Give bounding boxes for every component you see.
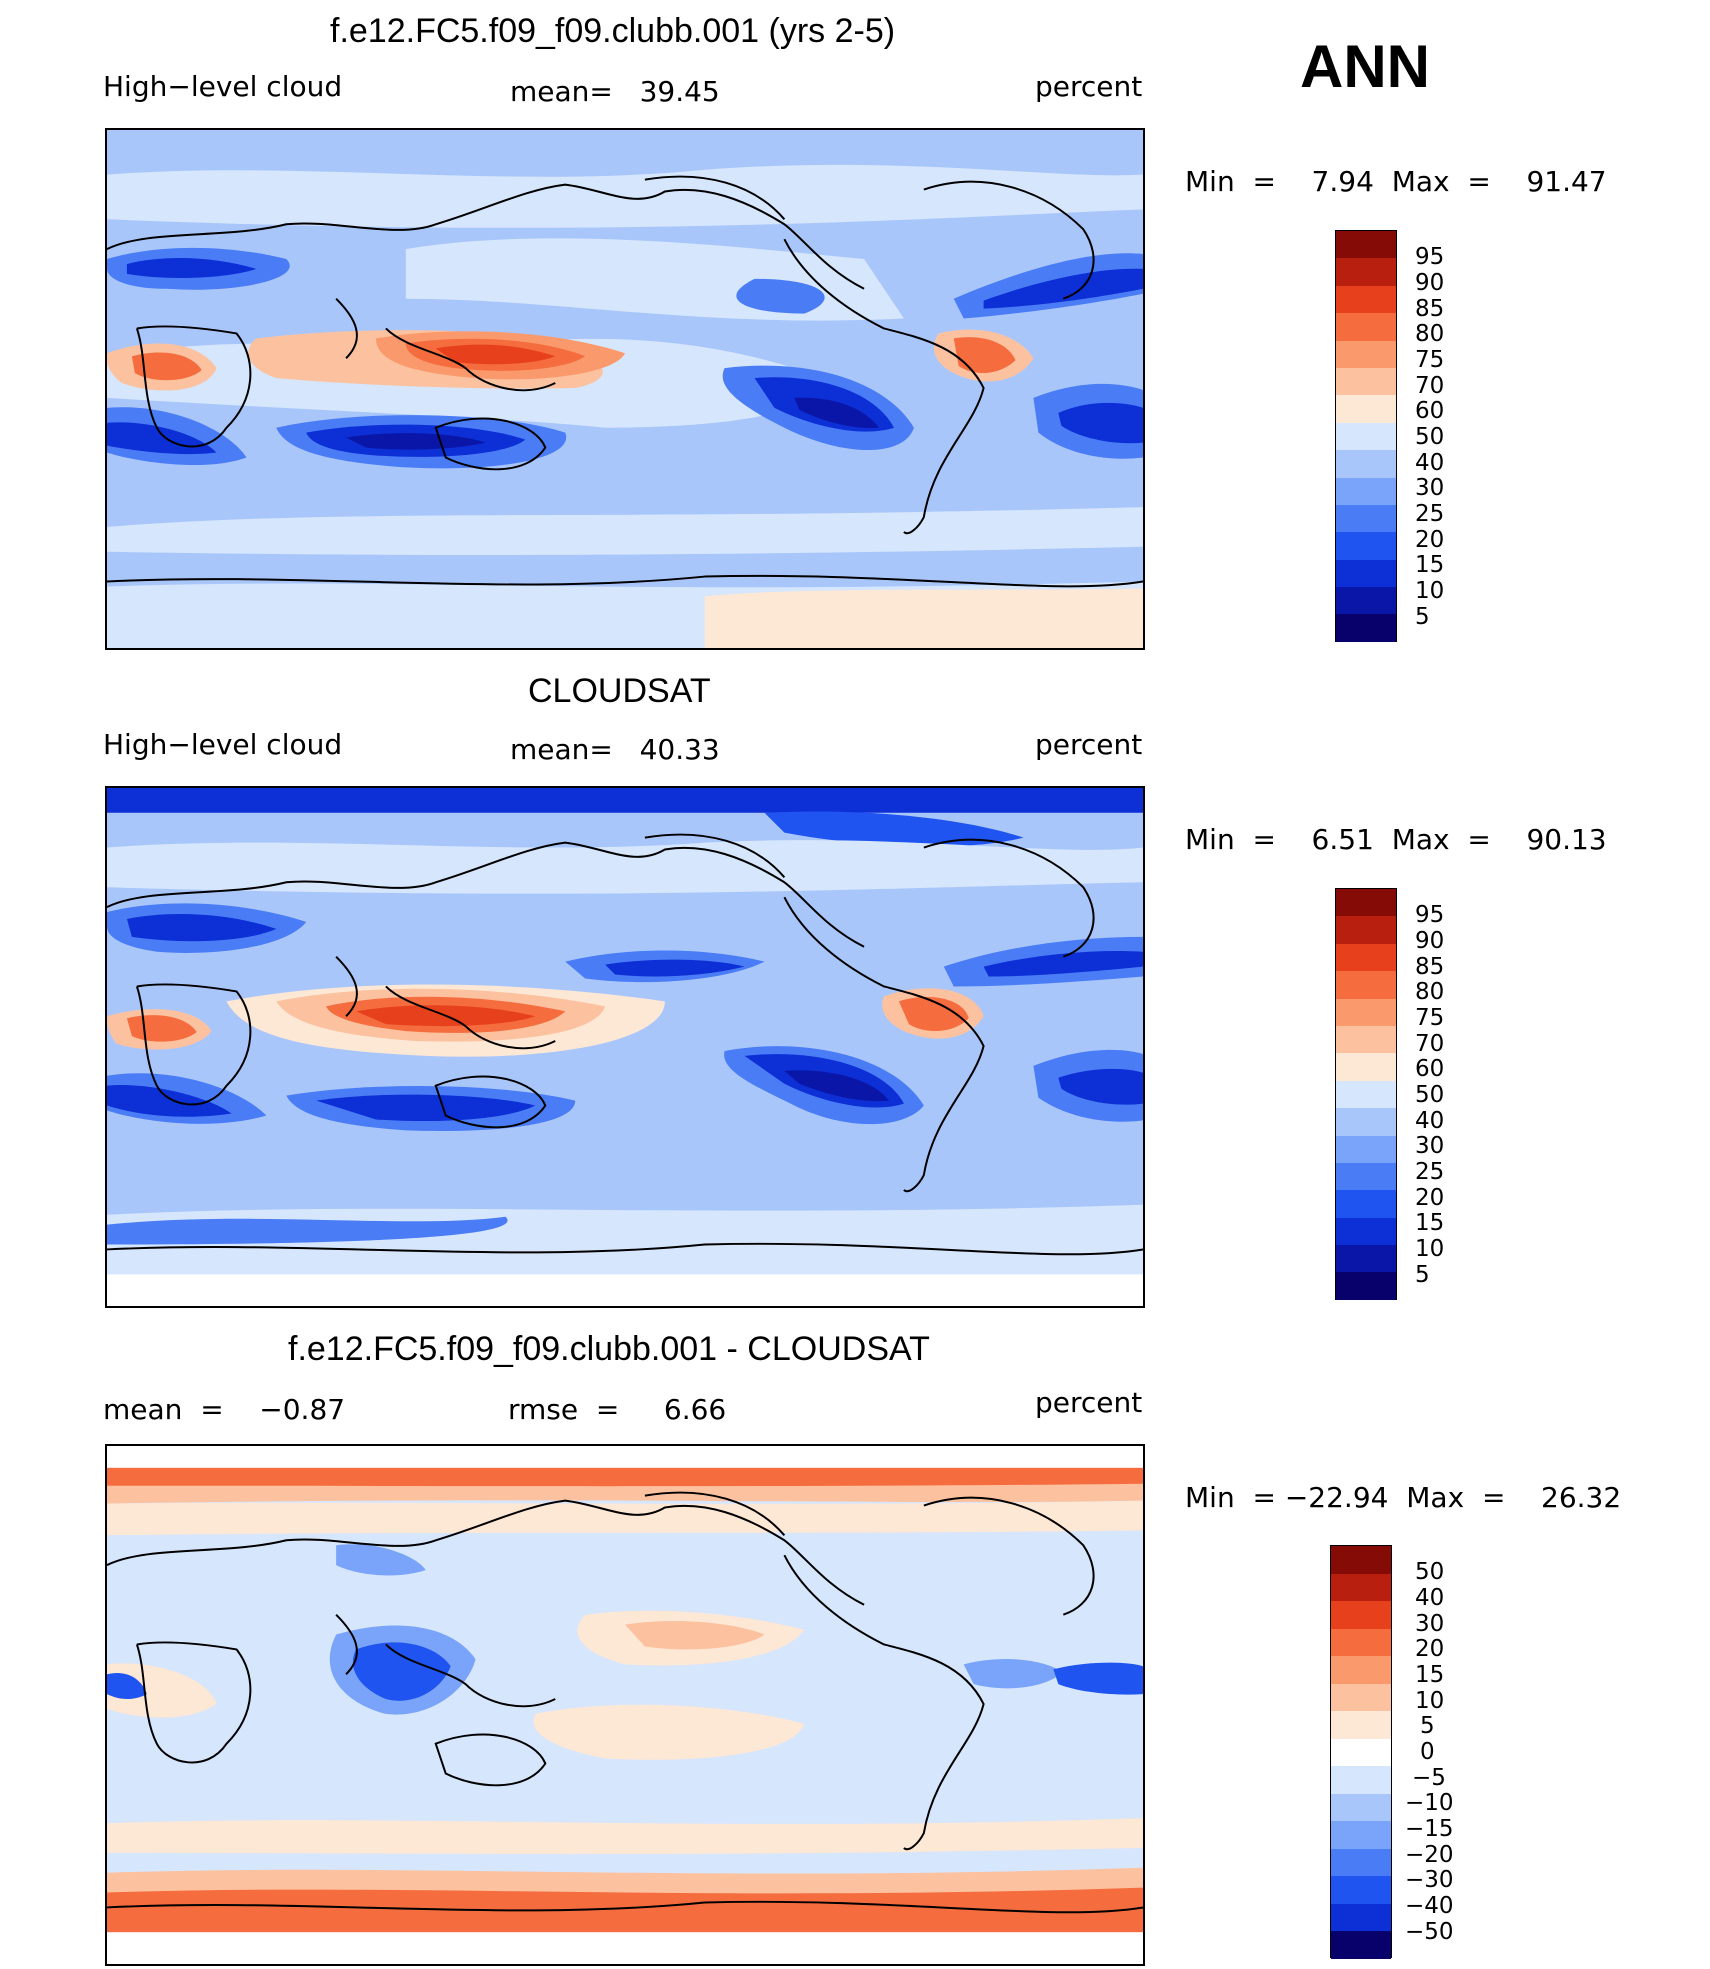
colorbar-tick-label: 20 [1415,527,1445,553]
panel-2-colorbar [1335,888,1397,1300]
panel-2-units-label: percent [1035,728,1143,761]
colorbar-tick-label: 10 [1415,1688,1445,1714]
panel-3-rmse-label: rmse = 6.66 [508,1393,727,1426]
panel-1-units-label: percent [1035,70,1143,103]
panel-2-variable-label: High−level cloud [103,728,343,761]
colorbar-tick-label: 50 [1415,424,1445,450]
panel-2-map [105,786,1145,1308]
panel-3-colorbar [1330,1545,1392,1959]
colorbar-tick-label: 95 [1415,902,1445,928]
panel-3-units-label: percent [1035,1386,1143,1419]
colorbar-tick-label: 15 [1415,1210,1445,1236]
colorbar-tick-label: 85 [1415,296,1445,322]
colorbar-tick-label: 75 [1415,1005,1445,1031]
panel-2-title: CLOUDSAT [528,672,711,710]
colorbar-tick-label: 30 [1415,475,1445,501]
colorbar-tick-label: −30 [1405,1867,1454,1893]
colorbar-tick-label: 25 [1415,501,1445,527]
colorbar-tick-label: −15 [1405,1816,1454,1842]
panel-3-minmax: Min = −22.94 Max = 26.32 [1185,1481,1622,1514]
colorbar-tick-label: 60 [1415,398,1445,424]
panel-1-map [105,128,1145,650]
colorbar-tick-label: 50 [1415,1559,1445,1585]
colorbar-tick-label: 80 [1415,979,1445,1005]
colorbar-tick-label: 40 [1415,1108,1445,1134]
colorbar-tick-label: 70 [1415,373,1445,399]
panel-2-minmax: Min = 6.51 Max = 90.13 [1185,823,1607,856]
panel-3-mean-label: mean = −0.87 [103,1393,346,1426]
colorbar-tick-label: 60 [1415,1056,1445,1082]
colorbar-tick-label: −20 [1405,1842,1454,1868]
colorbar-tick-label: 20 [1415,1185,1445,1211]
colorbar-tick-label: 80 [1415,321,1445,347]
colorbar-tick-label: 85 [1415,954,1445,980]
season-label: ANN [1300,33,1430,100]
colorbar-tick-label: 25 [1415,1159,1445,1185]
colorbar-tick-label: 30 [1415,1133,1445,1159]
colorbar-tick-label: 5 [1415,1262,1430,1288]
colorbar-tick-label: 70 [1415,1031,1445,1057]
colorbar-tick-label: −5 [1412,1765,1446,1791]
colorbar-tick-label: 5 [1420,1713,1435,1739]
colorbar-tick-label: 20 [1415,1636,1445,1662]
colorbar-tick-label: −40 [1405,1893,1454,1919]
colorbar-tick-label: 15 [1415,1662,1445,1688]
colorbar-tick-label: −10 [1405,1790,1454,1816]
panel-1-colorbar [1335,230,1397,642]
panel-3-title: f.e12.FC5.f09_f09.clubb.001 - CLOUDSAT [288,1330,930,1368]
panel-1-variable-label: High−level cloud [103,70,343,103]
colorbar-tick-label: 10 [1415,1236,1445,1262]
colorbar-tick-label: 5 [1415,604,1430,630]
panel-1-mean-label: mean= 39.45 [510,75,720,108]
panel-1-title: f.e12.FC5.f09_f09.clubb.001 (yrs 2-5) [330,12,896,50]
colorbar-tick-label: 75 [1415,347,1445,373]
colorbar-tick-label: 30 [1415,1611,1445,1637]
colorbar-tick-label: 40 [1415,1585,1445,1611]
colorbar-tick-label: 10 [1415,578,1445,604]
colorbar-tick-label: 0 [1420,1739,1435,1765]
colorbar-tick-label: 40 [1415,450,1445,476]
colorbar-tick-label: 90 [1415,928,1445,954]
colorbar-tick-label: 15 [1415,552,1445,578]
panel-2-mean-label: mean= 40.33 [510,733,720,766]
colorbar-tick-label: −50 [1405,1919,1454,1945]
colorbar-tick-label: 50 [1415,1082,1445,1108]
panel-3-map [105,1444,1145,1966]
colorbar-tick-label: 95 [1415,244,1445,270]
panel-1-minmax: Min = 7.94 Max = 91.47 [1185,165,1607,198]
colorbar-tick-label: 90 [1415,270,1445,296]
